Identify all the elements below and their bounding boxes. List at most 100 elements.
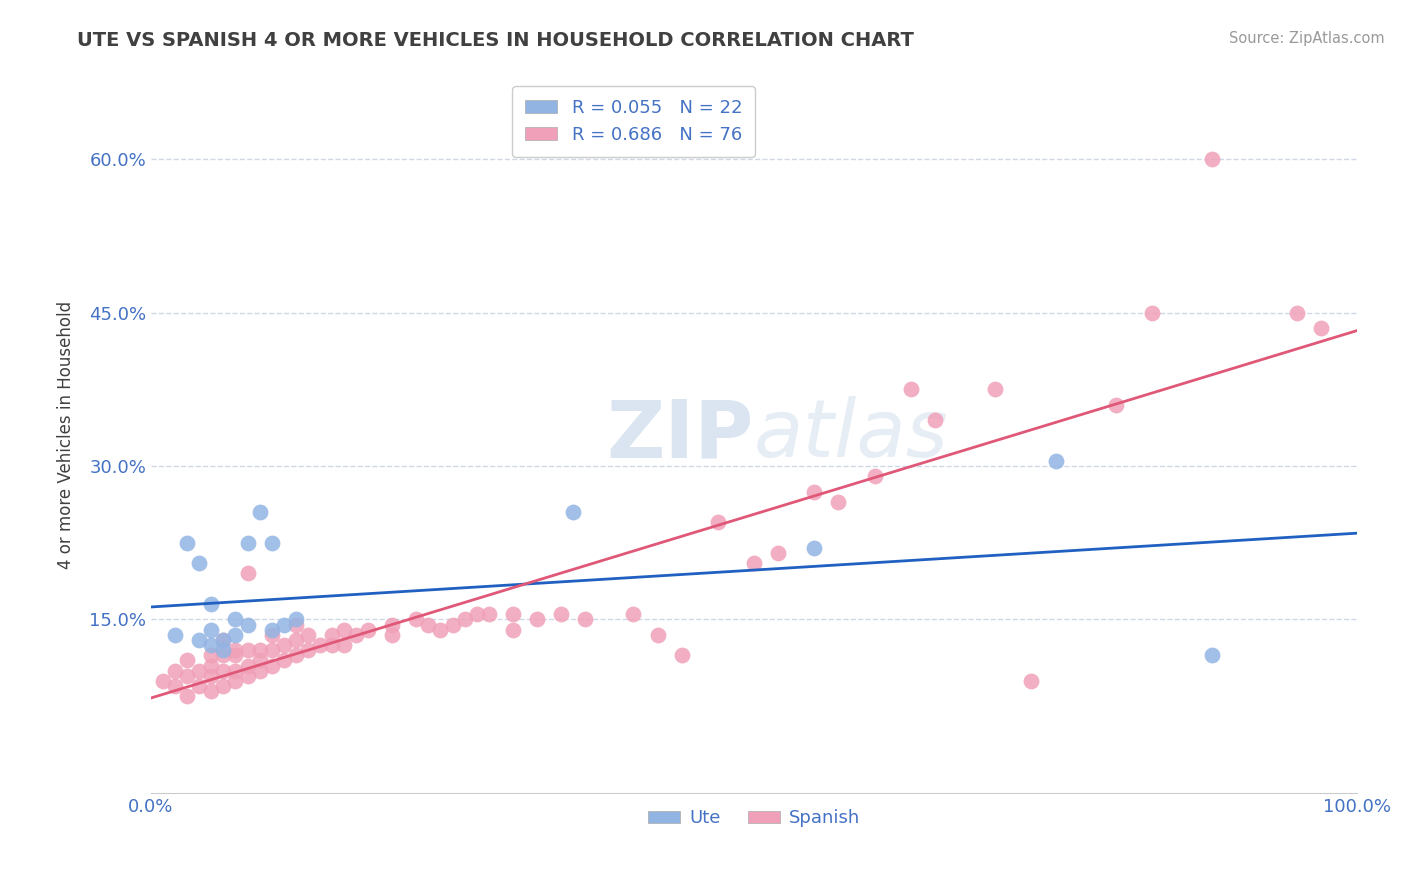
Point [924,413,946,427]
Point [212,632,235,647]
Point [249,664,271,678]
Legend: Ute, Spanish: Ute, Spanish [640,802,868,834]
Point [176,653,198,667]
Point [453,612,475,626]
Point [309,638,332,652]
Point [465,607,488,622]
Point [188,556,211,570]
Point [827,495,849,509]
Point [236,617,259,632]
Point [803,484,825,499]
Point [321,638,343,652]
Point [236,669,259,683]
Point [224,673,246,688]
Y-axis label: 4 or more Vehicles in Household: 4 or more Vehicles in Household [58,301,75,569]
Point [165,664,187,678]
Point [1021,673,1043,688]
Point [863,469,886,483]
Point [381,617,404,632]
Point [297,643,319,657]
Point [1309,321,1331,335]
Point [550,607,572,622]
Point [429,623,451,637]
Point [249,653,271,667]
Point [284,617,307,632]
Point [224,612,246,626]
Point [671,648,693,663]
Point [188,664,211,678]
Point [441,617,464,632]
Point [236,566,259,581]
Point [200,638,222,652]
Point [260,623,283,637]
Point [176,535,198,549]
Point [562,505,585,519]
Point [984,383,1007,397]
Point [212,632,235,647]
Point [273,617,295,632]
Point [200,658,222,673]
Point [284,648,307,663]
Text: Source: ZipAtlas.com: Source: ZipAtlas.com [1229,31,1385,46]
Text: ZIP: ZIP [607,396,754,475]
Point [502,623,524,637]
Point [165,628,187,642]
Point [176,669,198,683]
Point [236,535,259,549]
Point [273,653,295,667]
Point [1285,306,1308,320]
Point [224,664,246,678]
Point [236,658,259,673]
Point [381,628,404,642]
Point [502,607,524,622]
Point [333,638,356,652]
Point [188,632,211,647]
Point [200,669,222,683]
Point [803,541,825,555]
Point [1045,454,1067,468]
Point [260,535,283,549]
Point [176,689,198,703]
Point [249,643,271,657]
Point [1201,648,1223,663]
Point [212,664,235,678]
Point [188,679,211,693]
Point [284,612,307,626]
Point [333,623,356,637]
Point [766,546,789,560]
Point [1105,398,1128,412]
Point [212,648,235,663]
Point [405,612,427,626]
Point [212,643,235,657]
Point [249,505,271,519]
Point [260,643,283,657]
Point [260,628,283,642]
Point [236,643,259,657]
Point [200,623,222,637]
Point [165,679,187,693]
Point [224,648,246,663]
Point [647,628,669,642]
Point [707,516,730,530]
Point [200,684,222,698]
Point [900,383,922,397]
Point [297,628,319,642]
Point [224,643,246,657]
Point [1140,306,1163,320]
Point [212,679,235,693]
Point [273,638,295,652]
Point [742,556,765,570]
Point [623,607,645,622]
Text: UTE VS SPANISH 4 OR MORE VEHICLES IN HOUSEHOLD CORRELATION CHART: UTE VS SPANISH 4 OR MORE VEHICLES IN HOU… [77,31,914,50]
Point [224,628,246,642]
Point [344,628,367,642]
Point [1201,153,1223,167]
Text: atlas: atlas [754,396,949,475]
Point [200,597,222,611]
Point [478,607,501,622]
Point [357,623,380,637]
Point [284,632,307,647]
Point [526,612,548,626]
Point [574,612,596,626]
Point [152,673,174,688]
